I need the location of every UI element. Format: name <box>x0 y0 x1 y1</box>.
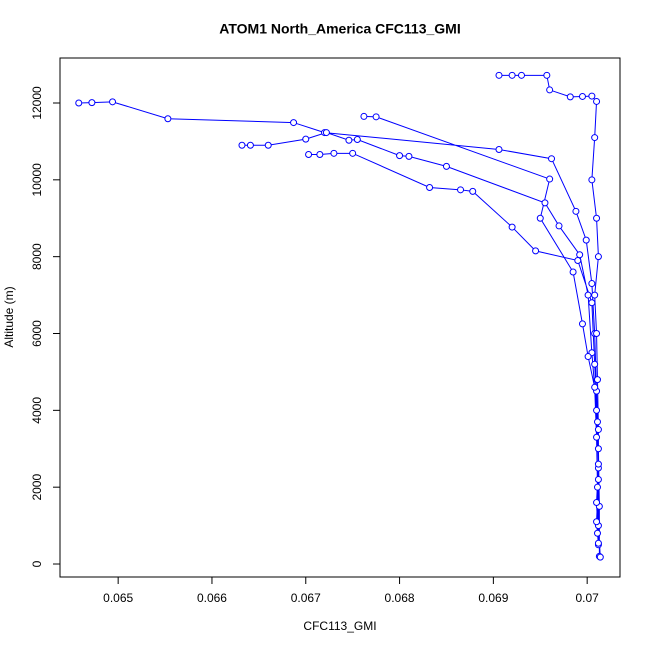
data-point <box>591 383 599 391</box>
data-point <box>164 115 172 123</box>
data-point <box>593 483 601 491</box>
data-point <box>495 71 503 79</box>
plot-frame <box>59 57 621 578</box>
data-point <box>532 247 540 255</box>
data-point <box>594 539 602 547</box>
data-point <box>264 141 272 149</box>
data-point <box>588 92 596 100</box>
data-point <box>584 291 592 299</box>
data-point <box>290 119 298 127</box>
data-point <box>495 145 503 153</box>
data-point <box>536 214 544 222</box>
data-point <box>349 149 357 157</box>
data-point <box>574 257 582 265</box>
data-point <box>588 176 596 184</box>
data-line <box>78 74 601 558</box>
data-point <box>457 186 465 194</box>
data-point <box>396 152 404 160</box>
data-point <box>322 129 330 137</box>
data-point <box>594 460 602 468</box>
x-tick-label: 0.065 <box>103 591 133 605</box>
data-point <box>596 553 604 561</box>
data-point <box>593 418 601 426</box>
x-tick-label: 0.07 <box>575 591 599 605</box>
data-point <box>109 98 117 106</box>
data-point <box>555 222 563 230</box>
data-point <box>593 214 601 222</box>
data-point <box>588 280 596 288</box>
data-point <box>546 175 554 183</box>
data-point <box>543 71 551 79</box>
data-point <box>584 353 592 361</box>
y-tick-label: 12000 <box>30 86 44 120</box>
y-axis-label: Altitude (m) <box>2 286 16 347</box>
data-point <box>593 376 601 384</box>
data-point <box>591 291 599 299</box>
x-tick-label: 0.066 <box>197 591 227 605</box>
data-point <box>594 445 602 453</box>
data-point <box>345 136 353 144</box>
data-point <box>593 406 601 414</box>
y-tick-label: 8000 <box>30 243 44 270</box>
data-point <box>508 223 516 231</box>
data-point <box>75 99 83 107</box>
data-point <box>518 71 526 79</box>
data-point <box>593 518 601 526</box>
data-point <box>578 92 586 100</box>
data-point <box>594 253 602 261</box>
data-point <box>541 199 549 207</box>
data-point <box>591 360 599 368</box>
data-point <box>330 149 338 157</box>
data-point <box>593 433 601 441</box>
data-point <box>246 141 254 149</box>
data-point <box>88 99 96 107</box>
data-point <box>593 529 601 537</box>
data-point <box>576 251 584 259</box>
data-point <box>578 320 586 328</box>
data-point <box>238 141 246 149</box>
data-point <box>593 499 601 507</box>
data-point <box>302 135 310 143</box>
x-tick-label: 0.069 <box>478 591 508 605</box>
data-point <box>316 150 324 158</box>
data-point <box>572 207 580 215</box>
data-point <box>442 162 450 170</box>
data-point <box>594 426 602 434</box>
data-point <box>588 299 596 307</box>
data-point <box>353 135 361 143</box>
data-point <box>593 97 601 105</box>
data-point <box>360 112 368 120</box>
data-point <box>372 113 380 121</box>
x-axis-label: CFC113_GMI <box>303 619 376 633</box>
x-tick-label: 0.068 <box>385 591 415 605</box>
data-point <box>546 86 554 94</box>
data-point <box>305 150 313 158</box>
data-point <box>594 475 602 483</box>
data-point <box>548 155 556 163</box>
data-point <box>593 330 601 338</box>
data-point <box>569 268 577 276</box>
data-point <box>591 134 599 142</box>
y-tick-label: 6000 <box>30 320 44 347</box>
data-point <box>508 71 516 79</box>
data-point <box>566 93 574 101</box>
data-point <box>405 152 413 160</box>
y-tick-label: 2000 <box>30 474 44 501</box>
y-tick-label: 4000 <box>30 397 44 424</box>
y-tick-label: 10000 <box>30 163 44 197</box>
data-point <box>426 184 434 192</box>
x-tick-label: 0.067 <box>291 591 321 605</box>
y-tick-label: 0 <box>30 560 44 567</box>
chart-title: ATOM1 North_America CFC113_GMI <box>219 21 460 37</box>
data-point <box>582 236 590 244</box>
data-point <box>469 187 477 195</box>
